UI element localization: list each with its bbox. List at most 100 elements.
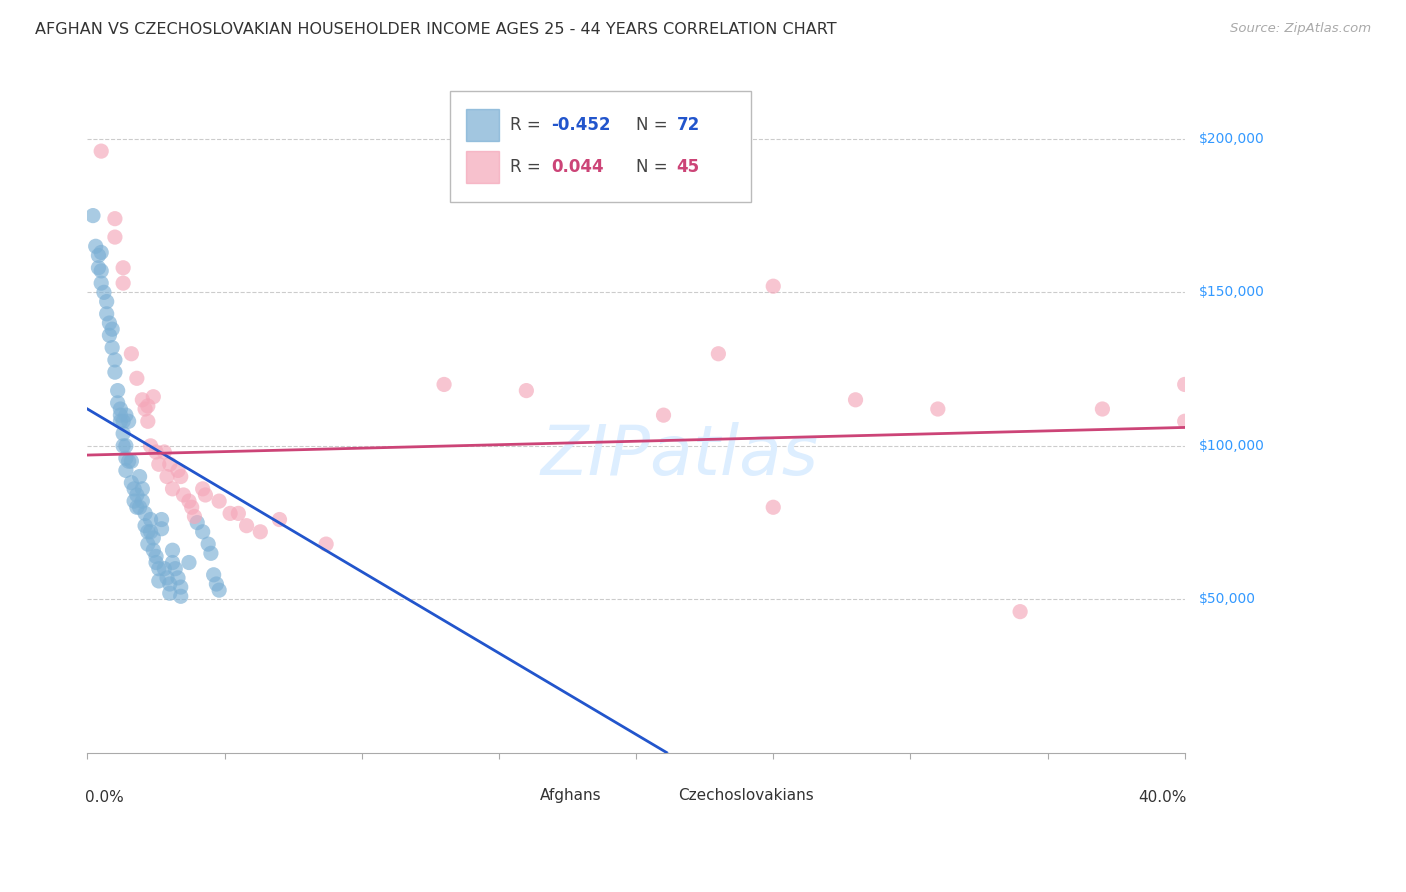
Point (762, 500, 785, 515)
Point (148, 562, 170, 576)
Point (145, 549, 167, 564)
Point (150, 522, 173, 536)
Point (112, 260, 135, 275)
Point (110, 414, 132, 428)
Point (142, 390, 165, 404)
Point (269, 512, 291, 526)
Point (148, 574, 170, 588)
Point (170, 580, 193, 594)
Point (87, 248, 110, 262)
Point (249, 524, 271, 539)
Text: 45: 45 (676, 158, 700, 177)
Point (173, 488, 195, 502)
Point (153, 445, 176, 459)
Point (128, 500, 150, 515)
Point (125, 488, 148, 502)
Point (162, 482, 184, 496)
Point (112, 426, 135, 441)
Bar (510, 783, 534, 804)
Point (139, 439, 162, 453)
Point (1010, 605, 1032, 619)
Point (120, 475, 142, 490)
Text: $150,000: $150,000 (1198, 285, 1264, 300)
Point (927, 402, 949, 417)
Point (117, 454, 139, 468)
Point (115, 463, 138, 477)
Point (200, 546, 222, 560)
Text: N =: N = (636, 158, 673, 177)
Point (120, 347, 142, 361)
Text: N =: N = (636, 116, 673, 134)
Point (707, 347, 730, 361)
Point (159, 577, 181, 591)
Text: ZIPatlas: ZIPatlas (541, 422, 818, 489)
Point (90, 144, 112, 158)
Point (82, 209, 104, 223)
Point (96, 294, 118, 309)
Bar (647, 783, 671, 804)
Point (194, 488, 217, 502)
Point (315, 537, 337, 551)
Point (145, 445, 167, 459)
Point (90, 264, 112, 278)
Point (180, 500, 202, 515)
Point (1174, 414, 1197, 428)
Point (131, 482, 153, 496)
Text: Source: ZipAtlas.com: Source: ZipAtlas.com (1230, 22, 1371, 36)
Point (145, 556, 167, 570)
Point (515, 384, 537, 398)
Point (1091, 402, 1114, 417)
Text: R =: R = (510, 158, 546, 177)
Point (228, 507, 250, 521)
Point (136, 537, 159, 551)
Point (122, 494, 145, 508)
Point (202, 567, 225, 582)
Point (112, 276, 135, 290)
Point (167, 463, 190, 477)
Point (191, 524, 214, 539)
Point (112, 439, 135, 453)
Text: $100,000: $100,000 (1198, 439, 1264, 453)
Point (170, 469, 193, 483)
Text: -0.452: -0.452 (551, 116, 612, 134)
Point (156, 469, 179, 483)
Point (652, 408, 675, 422)
Point (762, 279, 785, 293)
Point (104, 365, 127, 379)
Text: 40.0%: 40.0% (1139, 790, 1187, 805)
Point (98, 316, 121, 330)
Point (150, 512, 173, 526)
Point (115, 439, 138, 453)
Point (148, 457, 170, 471)
Point (159, 457, 181, 471)
Point (208, 494, 231, 508)
Text: Afghans: Afghans (540, 788, 602, 803)
Point (205, 577, 228, 591)
Point (125, 500, 148, 515)
Point (159, 586, 181, 600)
Point (101, 322, 124, 336)
Point (107, 396, 129, 410)
Point (167, 571, 190, 585)
Point (134, 507, 156, 521)
Point (84, 239, 107, 253)
Point (125, 371, 148, 385)
Point (136, 524, 159, 539)
Point (186, 516, 208, 530)
Point (136, 399, 159, 413)
Point (142, 531, 165, 545)
Point (98, 328, 121, 343)
Point (153, 562, 176, 576)
Point (117, 414, 139, 428)
Point (1174, 377, 1197, 392)
Point (142, 543, 165, 558)
Point (208, 583, 231, 598)
Point (197, 537, 219, 551)
Point (177, 494, 200, 508)
Point (162, 556, 184, 570)
Point (156, 571, 179, 585)
Point (128, 469, 150, 483)
Point (120, 454, 142, 468)
Point (134, 518, 156, 533)
Point (177, 556, 200, 570)
